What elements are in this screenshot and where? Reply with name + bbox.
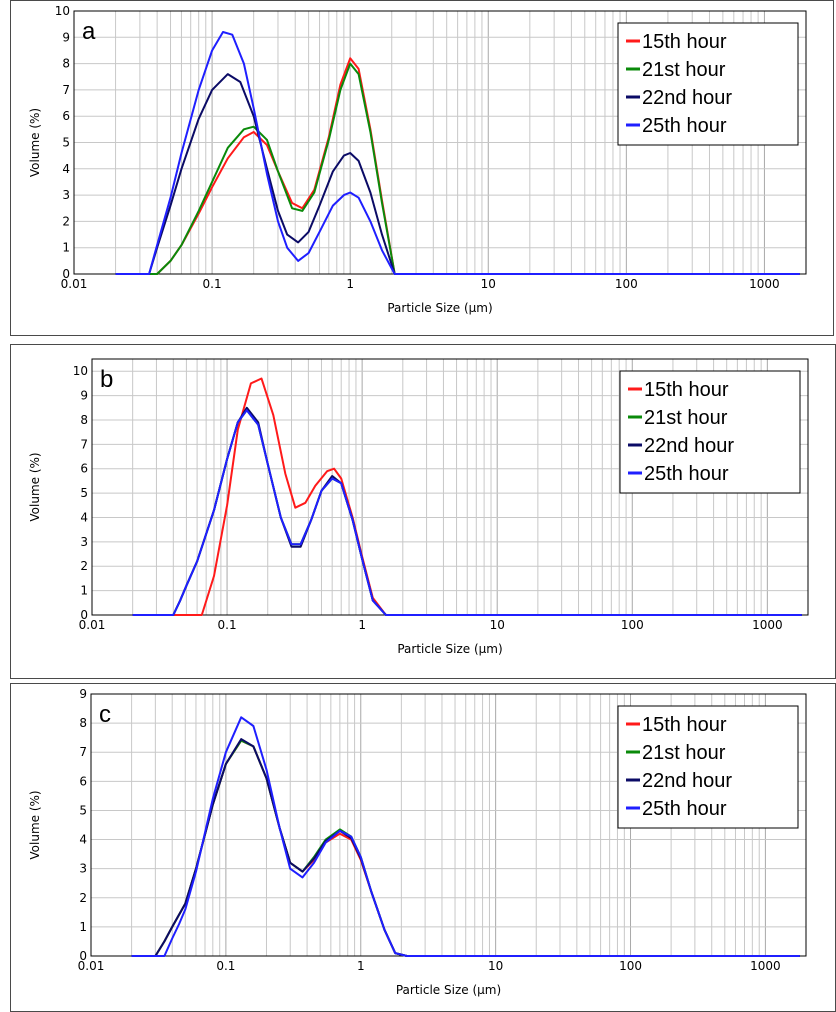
y-tick-label: 0 — [80, 608, 88, 622]
x-tick-label: 100 — [615, 277, 638, 291]
y-tick-label: 7 — [62, 83, 70, 97]
legend-box — [619, 370, 801, 494]
legend-label: 15th hour — [642, 31, 727, 53]
x-tick-label: 1 — [357, 959, 365, 973]
series-line-25th-hour — [131, 716, 800, 957]
y-tick-label: 5 — [79, 803, 87, 817]
y-tick-label: 8 — [62, 57, 70, 71]
y-tick-label: 6 — [79, 774, 87, 788]
legend-label: 21st hour — [644, 407, 728, 429]
x-tick-label: 0.01 — [78, 959, 105, 973]
panel-letter: b — [100, 366, 113, 393]
y-tick-label: 9 — [62, 30, 70, 44]
y-tick-label: 3 — [80, 535, 88, 549]
panel-letter: c — [99, 701, 111, 728]
y-tick-label: 0 — [62, 267, 70, 281]
x-tick-label: 1000 — [752, 618, 783, 632]
x-axis-title: Particle Size (µm) — [387, 301, 492, 315]
x-tick-label: 1 — [358, 618, 366, 632]
x-tick-label: 0.1 — [203, 277, 222, 291]
x-tick-label: 100 — [621, 618, 644, 632]
legend-box — [617, 705, 799, 829]
legend-label: 22nd hour — [642, 87, 732, 109]
chart-svg-c: 0 1 2 3 4 5 6 7 8 9 0.01 0.1 1 10 100 1000 Particle Size… — [28, 687, 807, 997]
y-tick-label: 10 — [73, 364, 88, 378]
x-tick-label: 10 — [490, 618, 505, 632]
y-tick-label: 3 — [62, 188, 70, 202]
chart-panel-b: 0 1 2 3 4 5 6 7 8 9 10 0.01 0.1 1 10 100 1000 Particle Si… — [10, 344, 836, 679]
legend-label: 22nd hour — [644, 435, 734, 457]
y-tick-label: 6 — [80, 462, 88, 476]
legend-label: 15th hour — [642, 714, 727, 736]
chart-svg-b: 0 1 2 3 4 5 6 7 8 9 10 0.01 0.1 1 10 100 1000 Particle Si… — [28, 358, 809, 656]
y-tick-label: 1 — [79, 920, 87, 934]
x-tick-label: 1000 — [749, 277, 780, 291]
y-tick-label: 5 — [62, 136, 70, 150]
y-tick-label: 8 — [79, 716, 87, 730]
legend: 15th hour 21st hour 22nd hour 25th hour — [617, 705, 799, 829]
y-axis-title: Volume (%) — [28, 790, 42, 859]
x-tick-label: 10 — [488, 959, 503, 973]
x-axis-title: Particle Size (µm) — [396, 983, 501, 997]
x-tick-label: 0.1 — [218, 618, 237, 632]
x-tick-label: 1 — [346, 277, 354, 291]
chart-panel-a: 0 1 2 3 4 5 6 7 8 9 10 0.01 0.1 1 10 100 1000 Particle Si… — [10, 0, 834, 336]
chart-panel-c: 0 1 2 3 4 5 6 7 8 9 0.01 0.1 1 10 100 1000 Particle Size… — [10, 683, 836, 1012]
legend-label: 22nd hour — [642, 770, 732, 792]
series-line-25th-hour — [115, 31, 800, 275]
y-axis-title: Volume (%) — [28, 108, 42, 177]
series-line-25th-hour — [132, 409, 802, 616]
panel-letter: a — [82, 18, 96, 45]
y-tick-label: 3 — [79, 862, 87, 876]
series-line-22nd-hour — [115, 73, 800, 275]
legend: 15th hour 21st hour 22nd hour 25th hour — [619, 370, 801, 494]
x-tick-label: 100 — [619, 959, 642, 973]
x-axis-title: Particle Size (µm) — [397, 642, 502, 656]
series-line-21st-hour — [115, 62, 800, 275]
x-tick-label: 0.01 — [61, 277, 88, 291]
y-tick-label: 1 — [62, 241, 70, 255]
y-tick-label: 2 — [80, 559, 88, 573]
legend: 15th hour 21st hour 22nd hour 25th hour — [617, 22, 799, 146]
legend-label: 21st hour — [642, 742, 726, 764]
legend-box — [617, 22, 799, 146]
chart-svg-a: 0 1 2 3 4 5 6 7 8 9 10 0.01 0.1 1 10 100 1000 Particle Si… — [28, 4, 807, 315]
y-tick-label: 9 — [80, 389, 88, 403]
y-tick-label: 2 — [79, 891, 87, 905]
y-tick-label: 6 — [62, 109, 70, 123]
y-tick-label: 5 — [80, 486, 88, 500]
y-tick-label: 2 — [62, 214, 70, 228]
legend-label: 21st hour — [642, 59, 726, 81]
x-tick-label: 0.1 — [216, 959, 235, 973]
x-tick-label: 10 — [481, 277, 496, 291]
x-tick-label: 1000 — [750, 959, 781, 973]
y-axis-title: Volume (%) — [28, 452, 42, 521]
y-tick-label: 1 — [80, 584, 88, 598]
y-tick-label: 4 — [80, 510, 88, 524]
y-tick-label: 0 — [79, 949, 87, 963]
y-tick-label: 9 — [79, 687, 87, 701]
legend-label: 25th hour — [642, 798, 727, 820]
legend-label: 25th hour — [642, 115, 727, 137]
y-tick-label: 10 — [55, 4, 70, 18]
y-tick-label: 7 — [79, 745, 87, 759]
legend-label: 15th hour — [644, 379, 729, 401]
legend-label: 25th hour — [644, 463, 729, 485]
x-tick-label: 0.01 — [79, 618, 106, 632]
y-tick-label: 4 — [79, 833, 87, 847]
y-tick-label: 4 — [62, 162, 70, 176]
y-tick-label: 8 — [80, 413, 88, 427]
y-tick-label: 7 — [80, 437, 88, 451]
